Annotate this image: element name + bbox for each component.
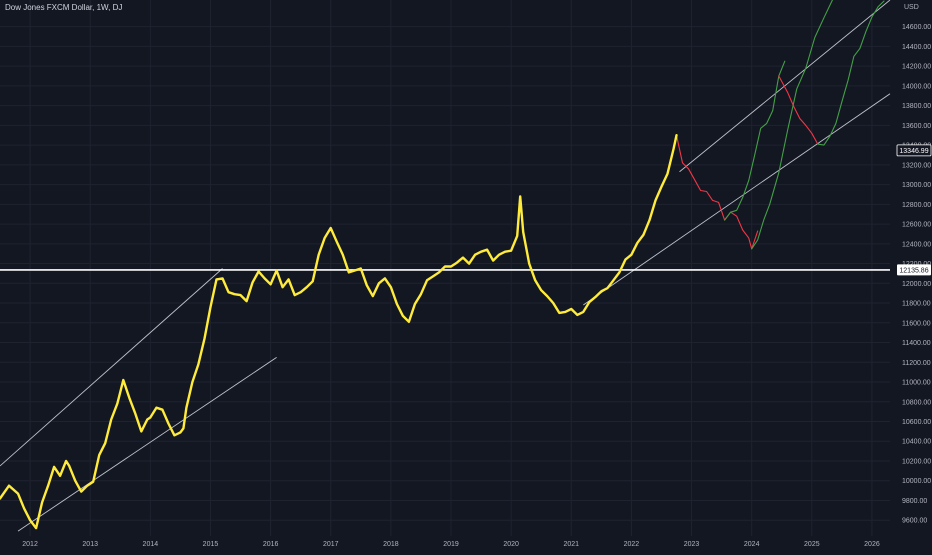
y-tick-label: 10600.00	[902, 419, 931, 426]
axis-unit-label: USD	[904, 4, 919, 11]
symbol-title: Dow Jones FXCM Dollar, 1W, DJ	[5, 3, 123, 12]
projection-down-line	[778, 75, 819, 145]
projection-down-line	[675, 134, 759, 250]
price-tag-value: 12135.86	[899, 267, 928, 274]
channel-trend-line	[0, 268, 223, 467]
channel-trend-line	[17, 356, 277, 532]
y-tick-label: 11200.00	[902, 360, 931, 367]
x-tick-label: 2012	[22, 541, 38, 548]
y-tick-label: 10200.00	[902, 458, 931, 465]
price-tag-box	[896, 144, 932, 157]
price-tag-box	[897, 264, 931, 276]
y-tick-label: 10800.00	[902, 399, 931, 406]
y-tick-label: 13000.00	[902, 182, 931, 189]
y-tick-label: 9800.00	[902, 498, 927, 505]
y-tick-label: 11000.00	[902, 380, 931, 387]
price-tags: 13346.99 12135.86	[896, 144, 932, 276]
projection-up-line	[817, 0, 885, 146]
y-tick-label: 11600.00	[902, 320, 931, 327]
channel-lines	[0, 0, 891, 532]
y-tick-label: 13600.00	[902, 123, 931, 130]
x-tick-label: 2021	[563, 541, 579, 548]
price-line	[0, 133, 678, 530]
price-series	[0, 0, 885, 530]
y-tick-label: 14000.00	[902, 83, 931, 90]
x-tick-label: 2023	[684, 541, 700, 548]
x-tick-label: 2024	[744, 541, 760, 548]
grid-lines	[0, 0, 890, 536]
x-tick-label: 2016	[263, 541, 279, 548]
y-tick-label: 13200.00	[902, 162, 931, 169]
y-tick-label: 11400.00	[902, 340, 931, 347]
y-tick-label: 11800.00	[902, 301, 931, 308]
y-tick-label: 13800.00	[902, 103, 931, 110]
y-tick-label: 12400.00	[902, 241, 931, 248]
x-tick-label: 2018	[383, 541, 399, 548]
price-tag-value: 13346.99	[899, 148, 928, 155]
price-tag: 13346.99	[896, 144, 932, 157]
channel-trend-line	[679, 0, 891, 173]
y-tick-label: 14200.00	[902, 64, 931, 71]
y-tick-label: 12800.00	[902, 202, 931, 209]
x-tick-label: 2025	[804, 541, 820, 548]
y-tick-label: 9600.00	[902, 518, 927, 525]
y-tick-label: 14600.00	[902, 24, 931, 31]
projection-up-line	[751, 0, 834, 250]
time-axis[interactable]: 2012 2013 2014 2015 2016 2017 2018 2019 2020 2021…	[22, 541, 880, 548]
x-tick-label: 2017	[323, 541, 339, 548]
x-tick-label: 2020	[503, 541, 519, 548]
x-tick-label: 2013	[82, 541, 98, 548]
price-axis[interactable]: USD 9600.00 9800.00 10000.00 10200.00 10400.…	[902, 4, 931, 525]
x-tick-label: 2019	[443, 541, 459, 548]
y-tick-label: 12600.00	[902, 222, 931, 229]
x-tick-label: 2015	[203, 541, 219, 548]
x-tick-label: 2022	[624, 541, 640, 548]
projection-up-line	[724, 60, 786, 221]
x-tick-label: 2026	[864, 541, 880, 548]
y-tick-label: 12000.00	[902, 281, 931, 288]
y-tick-label: 10000.00	[902, 478, 931, 485]
price-tag: 12135.86	[897, 264, 931, 276]
y-tick-label: 10400.00	[902, 439, 931, 446]
x-tick-label: 2014	[143, 541, 159, 548]
y-tick-label: 14400.00	[902, 44, 931, 51]
